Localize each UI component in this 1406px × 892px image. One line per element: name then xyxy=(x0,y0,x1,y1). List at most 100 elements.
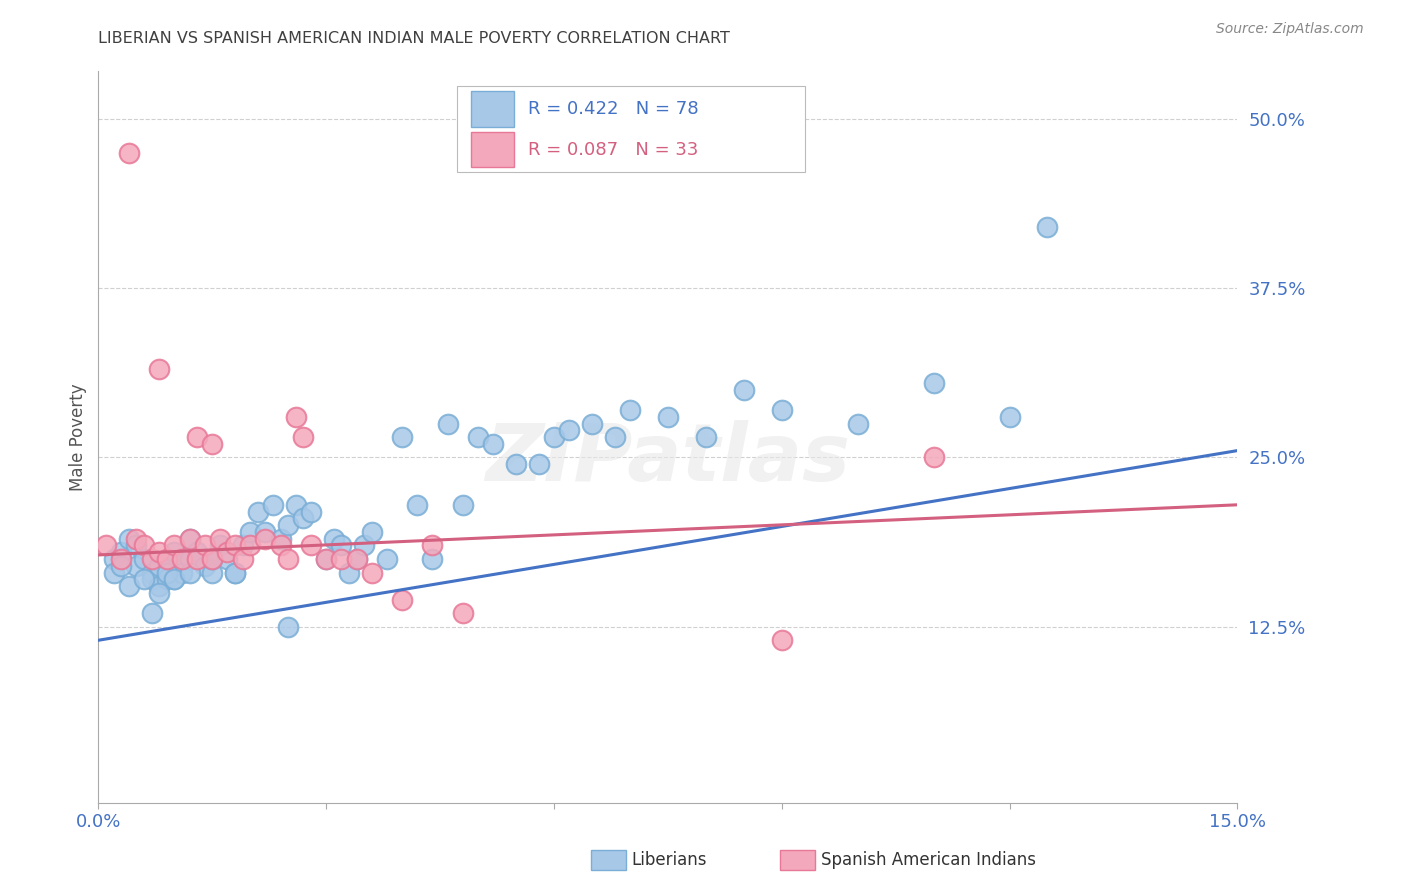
Point xyxy=(315,552,337,566)
Point xyxy=(132,572,155,586)
Text: LIBERIAN VS SPANISH AMERICAN INDIAN MALE POVERTY CORRELATION CHART: LIBERIAN VS SPANISH AMERICAN INDIAN MALE… xyxy=(98,31,730,46)
Point xyxy=(201,566,224,580)
Point xyxy=(118,145,141,160)
Point xyxy=(224,566,246,580)
Point xyxy=(330,538,353,552)
Point xyxy=(163,538,186,552)
Point xyxy=(558,423,581,437)
Y-axis label: Male Poverty: Male Poverty xyxy=(69,384,87,491)
Point xyxy=(170,552,193,566)
Point xyxy=(94,538,117,552)
Point xyxy=(375,552,398,566)
Point xyxy=(163,572,186,586)
Point xyxy=(322,532,344,546)
Point xyxy=(179,566,201,580)
Point xyxy=(391,592,413,607)
Point xyxy=(125,538,148,552)
Point xyxy=(337,566,360,580)
Point xyxy=(118,532,141,546)
Point xyxy=(186,552,208,566)
Point xyxy=(141,572,163,586)
Point xyxy=(148,558,170,573)
Point xyxy=(451,498,474,512)
Point xyxy=(148,362,170,376)
Point xyxy=(657,409,679,424)
Point xyxy=(299,505,322,519)
Point xyxy=(239,538,262,552)
Point xyxy=(239,524,262,539)
Point xyxy=(277,620,299,634)
Point xyxy=(103,552,125,566)
Point xyxy=(451,606,474,620)
Point xyxy=(360,566,382,580)
Point xyxy=(246,505,269,519)
Point xyxy=(186,430,208,444)
Point xyxy=(619,403,641,417)
Point xyxy=(170,552,193,566)
Point xyxy=(125,558,148,573)
Text: ZIPatlas: ZIPatlas xyxy=(485,420,851,498)
Point xyxy=(118,579,141,593)
Point xyxy=(141,552,163,566)
Point xyxy=(581,417,603,431)
Point xyxy=(156,552,179,566)
Point xyxy=(201,552,224,566)
Point xyxy=(156,566,179,580)
Point xyxy=(179,532,201,546)
Point xyxy=(194,558,217,573)
Point xyxy=(284,498,307,512)
Point xyxy=(141,566,163,580)
Point xyxy=(733,383,755,397)
Point xyxy=(148,579,170,593)
Point xyxy=(110,552,132,566)
Text: R = 0.087   N = 33: R = 0.087 N = 33 xyxy=(527,141,699,159)
Point xyxy=(603,430,626,444)
Point xyxy=(346,552,368,566)
Point xyxy=(179,552,201,566)
Point xyxy=(527,457,550,471)
Point xyxy=(194,538,217,552)
Point xyxy=(292,430,315,444)
Point xyxy=(922,376,945,390)
Point xyxy=(262,498,284,512)
Text: Liberians: Liberians xyxy=(631,851,707,869)
Point xyxy=(208,538,231,552)
Point xyxy=(125,532,148,546)
Point xyxy=(299,538,322,552)
Point xyxy=(270,538,292,552)
Point xyxy=(148,545,170,559)
Point xyxy=(103,566,125,580)
Point xyxy=(217,545,239,559)
Text: R = 0.422   N = 78: R = 0.422 N = 78 xyxy=(527,100,699,118)
Point xyxy=(277,518,299,533)
Point xyxy=(770,633,793,648)
Point xyxy=(436,417,458,431)
Point xyxy=(1036,220,1059,235)
FancyBboxPatch shape xyxy=(457,86,804,172)
Point xyxy=(482,437,505,451)
Point xyxy=(277,552,299,566)
Point xyxy=(360,524,382,539)
Point xyxy=(330,552,353,566)
Point xyxy=(922,450,945,465)
Point xyxy=(422,538,444,552)
Point xyxy=(179,532,201,546)
Point xyxy=(315,552,337,566)
Point xyxy=(224,566,246,580)
Point xyxy=(270,532,292,546)
Point xyxy=(695,430,717,444)
Point xyxy=(208,532,231,546)
Point xyxy=(110,545,132,559)
Point xyxy=(141,606,163,620)
Point xyxy=(232,552,254,566)
Point xyxy=(422,552,444,566)
Point xyxy=(170,566,193,580)
Point xyxy=(467,430,489,444)
Point xyxy=(998,409,1021,424)
Point xyxy=(132,538,155,552)
Point xyxy=(232,538,254,552)
FancyBboxPatch shape xyxy=(471,132,515,167)
Point xyxy=(353,538,375,552)
Point xyxy=(163,572,186,586)
Point xyxy=(846,417,869,431)
